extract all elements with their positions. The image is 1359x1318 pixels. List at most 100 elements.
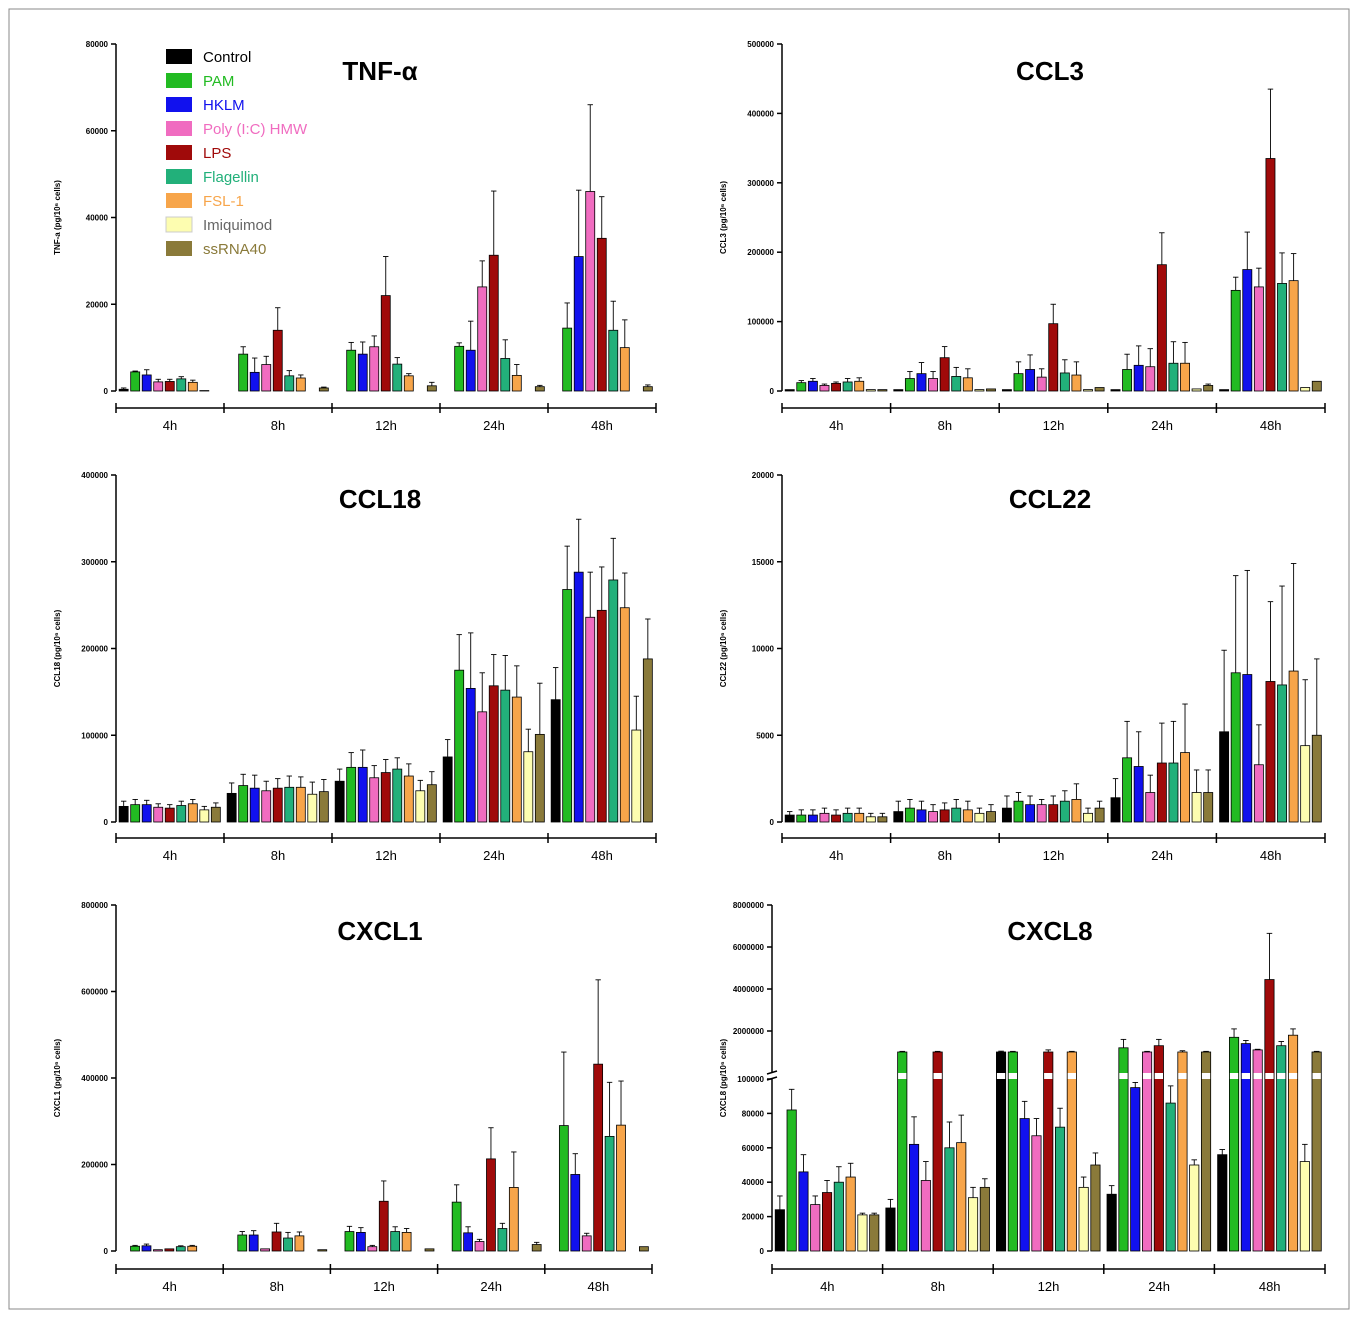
bar bbox=[904, 807, 915, 823]
bar bbox=[865, 389, 876, 392]
bar bbox=[1300, 745, 1311, 823]
bar bbox=[1253, 764, 1264, 823]
bar bbox=[1145, 366, 1156, 392]
bar bbox=[916, 373, 927, 392]
bar bbox=[639, 1246, 649, 1252]
legend-item: HKLM bbox=[166, 97, 245, 114]
bar bbox=[1219, 731, 1230, 823]
bar bbox=[238, 353, 249, 392]
bar bbox=[415, 790, 426, 823]
bar bbox=[1036, 376, 1047, 392]
bar bbox=[819, 385, 830, 392]
legend-item: Imiquimod bbox=[165, 216, 272, 234]
bar bbox=[164, 1248, 175, 1252]
bar bbox=[1288, 670, 1299, 823]
bar bbox=[380, 295, 391, 392]
bar bbox=[909, 1143, 920, 1252]
bar bbox=[1180, 362, 1190, 392]
bar bbox=[822, 1192, 833, 1252]
bar bbox=[295, 377, 306, 392]
x-tick-label: 12h bbox=[1038, 1279, 1060, 1294]
bar bbox=[916, 809, 927, 823]
x-tick-label: 12h bbox=[1043, 848, 1065, 863]
bar bbox=[369, 777, 380, 823]
bar bbox=[833, 1181, 844, 1252]
bar bbox=[1001, 389, 1012, 392]
bar bbox=[295, 786, 306, 823]
bar bbox=[130, 371, 141, 392]
bar bbox=[497, 1228, 508, 1252]
legend-item: Control bbox=[166, 49, 251, 66]
bar bbox=[585, 616, 596, 823]
bar bbox=[141, 1245, 152, 1252]
y-tick-label: 15000 bbox=[752, 558, 775, 567]
bar bbox=[1277, 283, 1287, 392]
x-tick-label: 8h bbox=[270, 1279, 284, 1294]
bar bbox=[877, 816, 888, 823]
bar bbox=[807, 380, 818, 392]
bar bbox=[877, 389, 888, 392]
legend-item: Poly (I:C) HMW bbox=[166, 121, 308, 138]
y-tick-label: 800000 bbox=[81, 901, 108, 910]
bar-break-gap bbox=[1067, 1073, 1076, 1079]
legend-item: FSL-1 bbox=[166, 193, 244, 210]
bar bbox=[1110, 797, 1121, 823]
bar bbox=[523, 751, 534, 823]
bar bbox=[465, 349, 476, 392]
bar bbox=[356, 1232, 366, 1252]
bar bbox=[932, 1051, 943, 1252]
bar bbox=[318, 387, 329, 392]
bar bbox=[562, 589, 573, 823]
bar bbox=[854, 812, 865, 823]
y-tick-label: 400000 bbox=[81, 471, 108, 480]
legend-label: PAM bbox=[203, 73, 234, 90]
bar bbox=[465, 688, 476, 823]
y-tick-label: 200000 bbox=[81, 645, 108, 654]
bar bbox=[1048, 804, 1059, 823]
bar bbox=[153, 1249, 163, 1252]
x-tick-label: 12h bbox=[375, 848, 397, 863]
bar bbox=[1200, 1051, 1212, 1252]
bar bbox=[1133, 364, 1144, 392]
bar bbox=[392, 363, 403, 392]
bar bbox=[176, 805, 187, 823]
bar bbox=[272, 329, 283, 392]
bar bbox=[403, 375, 414, 392]
bar bbox=[974, 812, 985, 823]
bar bbox=[534, 733, 545, 823]
bar bbox=[511, 374, 522, 392]
bar bbox=[845, 1176, 856, 1252]
bar bbox=[1083, 389, 1093, 392]
bar bbox=[463, 1232, 473, 1252]
bar bbox=[831, 814, 841, 823]
bar bbox=[500, 689, 511, 823]
bar bbox=[283, 1237, 293, 1252]
legend-item: ssRNA40 bbox=[166, 241, 266, 258]
y-tick-label: 300000 bbox=[747, 179, 774, 188]
bar bbox=[1311, 380, 1322, 392]
bar bbox=[357, 766, 368, 823]
x-tick-label: 24h bbox=[1148, 1279, 1170, 1294]
bar bbox=[199, 809, 210, 823]
chart-panel-5: 0 20000 40000 60000 80000 100000 2000000 400000… bbox=[719, 901, 1326, 1294]
y-tick-label: 80000 bbox=[86, 40, 109, 49]
y-tick-label: 100000 bbox=[747, 318, 774, 327]
bar bbox=[318, 791, 329, 823]
legend-swatch bbox=[166, 169, 192, 184]
bar-break-gap bbox=[1044, 1073, 1053, 1079]
bar bbox=[534, 386, 545, 392]
bar bbox=[1168, 762, 1179, 823]
bar-break-gap bbox=[1277, 1073, 1286, 1079]
x-tick-label: 8h bbox=[938, 418, 952, 433]
bar bbox=[294, 1235, 305, 1252]
bar bbox=[511, 696, 522, 823]
bar bbox=[939, 809, 950, 823]
legend-swatch bbox=[166, 241, 192, 256]
bar bbox=[979, 1186, 990, 1252]
bar bbox=[570, 1174, 581, 1252]
chart-title: CCL3 bbox=[1016, 56, 1084, 86]
y-tick-label: 40000 bbox=[742, 1178, 765, 1187]
y-tick-label: 20000 bbox=[742, 1213, 765, 1222]
x-tick-label: 48h bbox=[591, 848, 613, 863]
bar bbox=[1007, 1051, 1018, 1252]
